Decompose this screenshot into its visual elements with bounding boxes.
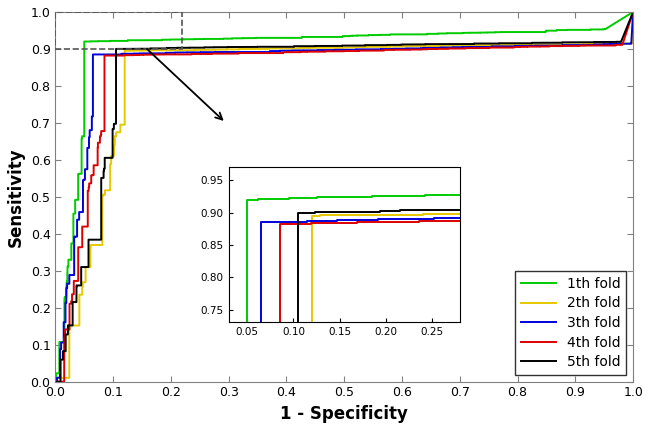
2th fold (51, 379, 59, 384)
1th fold (51, 379, 59, 384)
3th fold (489, 44, 497, 49)
X-axis label: 1 - Specificity: 1 - Specificity (280, 405, 408, 423)
1th fold (435, 31, 443, 36)
2th fold (629, 9, 637, 15)
1th fold (478, 30, 486, 35)
4th fold (84, 188, 92, 194)
4th fold (68, 298, 75, 304)
3th fold (629, 9, 637, 15)
Line: 4th fold: 4th fold (55, 12, 633, 382)
3th fold (62, 300, 70, 305)
5th fold (409, 42, 417, 47)
1th fold (87, 39, 95, 44)
4th fold (629, 9, 637, 15)
3th fold (488, 44, 495, 49)
2th fold (75, 292, 83, 297)
1th fold (629, 9, 637, 15)
1th fold (64, 279, 72, 284)
5th fold (64, 323, 72, 328)
Line: 1th fold: 1th fold (55, 12, 633, 382)
2th fold (98, 243, 106, 248)
5th fold (51, 379, 59, 384)
Bar (55, 12, 183, 49)
Line: 3th fold: 3th fold (55, 12, 633, 382)
4th fold (120, 52, 128, 58)
5th fold (529, 40, 537, 46)
5th fold (77, 264, 85, 270)
5th fold (530, 40, 538, 46)
4th fold (467, 46, 474, 51)
5th fold (122, 46, 130, 51)
2th fold (126, 48, 134, 53)
4th fold (51, 379, 59, 384)
2th fold (481, 43, 489, 48)
Line: 5th fold: 5th fold (55, 12, 633, 382)
2th fold (494, 43, 502, 48)
3th fold (419, 45, 427, 50)
4th fold (462, 46, 469, 51)
3th fold (71, 235, 79, 240)
Line: 2th fold: 2th fold (55, 12, 633, 382)
3th fold (118, 51, 125, 56)
4th fold (406, 47, 414, 52)
2th fold (443, 43, 450, 48)
Y-axis label: Sensitivity: Sensitivity (7, 147, 25, 246)
3th fold (51, 379, 59, 384)
1th fold (60, 299, 68, 304)
1th fold (484, 30, 491, 35)
5th fold (629, 9, 637, 15)
Legend: 1th fold, 2th fold, 3th fold, 4th fold, 5th fold: 1th fold, 2th fold, 3th fold, 4th fold, … (515, 271, 626, 375)
